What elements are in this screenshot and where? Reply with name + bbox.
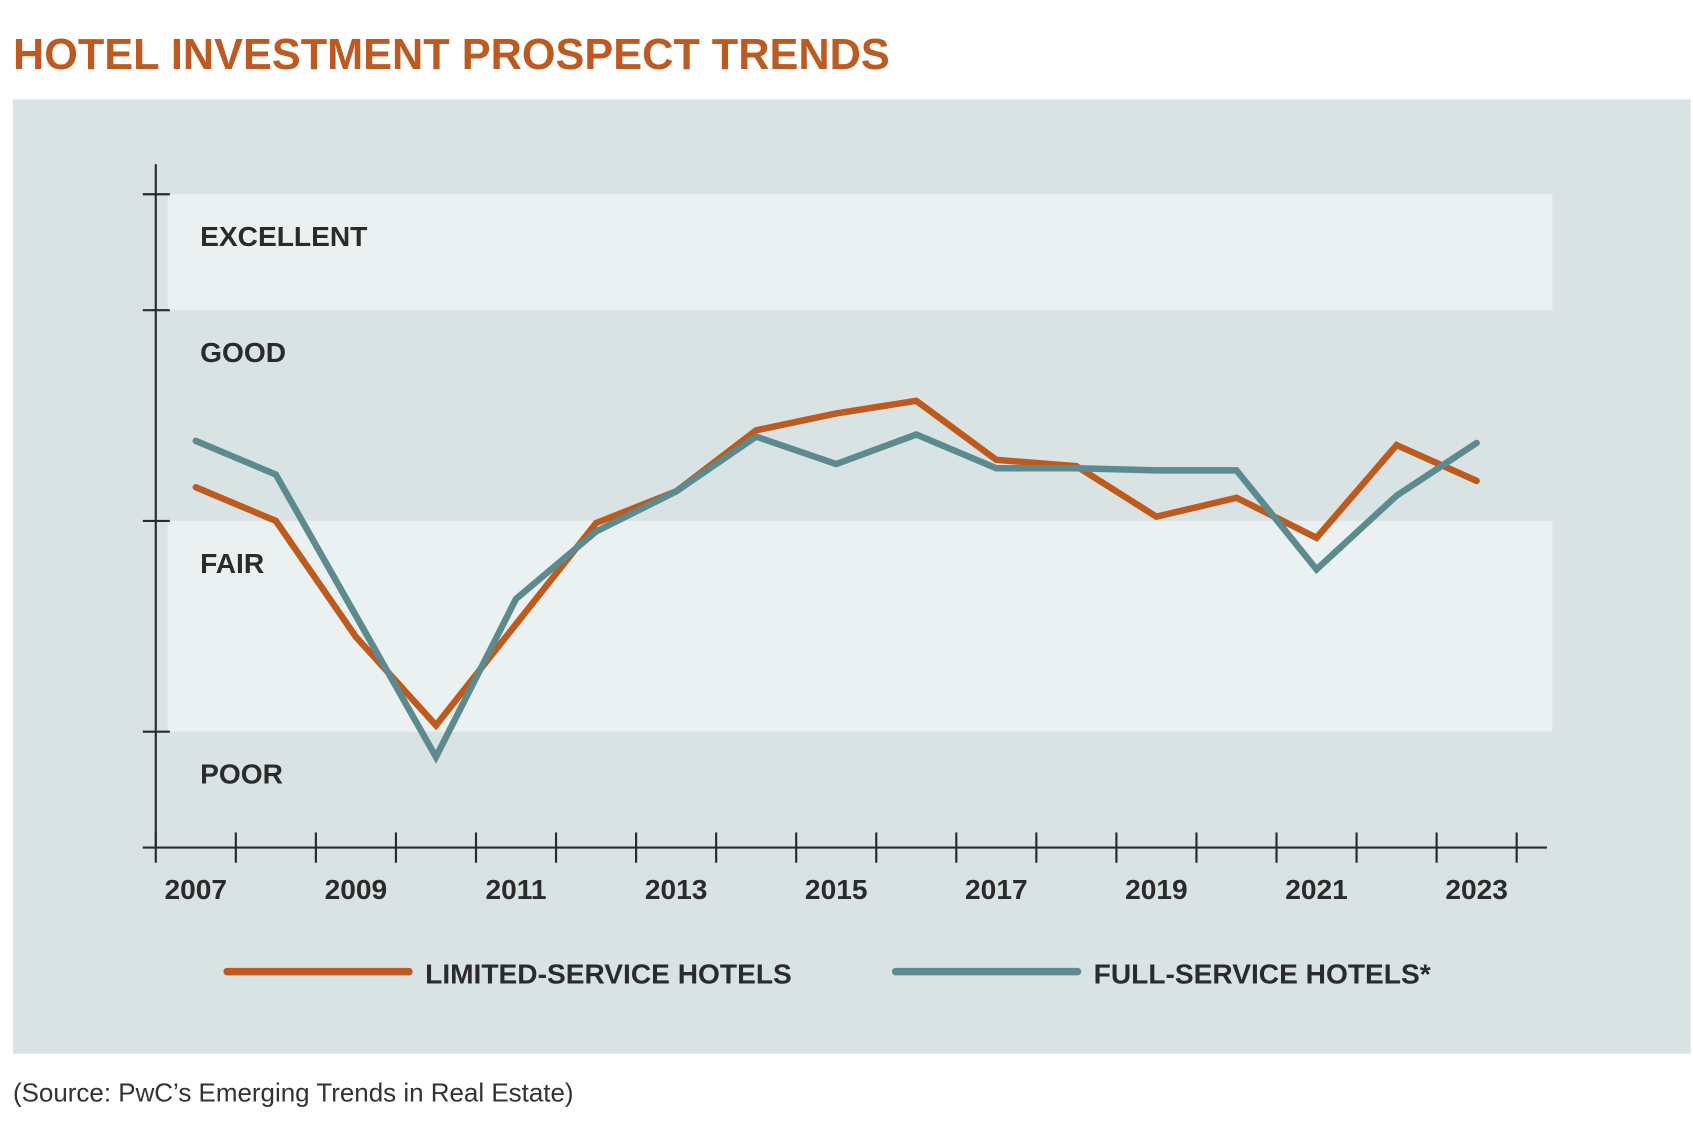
series-lines xyxy=(192,397,1480,764)
x-tick-label: 2011 xyxy=(486,874,547,905)
band-label-excellent: EXCELLENT xyxy=(200,221,367,252)
legend: LIMITED-SERVICE HOTELS FULL-SERVICE HOTE… xyxy=(223,959,1431,990)
legend-label-full: FULL-SERVICE HOTELS* xyxy=(1094,959,1431,990)
x-tick-label: 2023 xyxy=(1445,874,1508,905)
band-label-fair: FAIR xyxy=(200,548,264,579)
source-note: (Source: PwC’s Emerging Trends in Real E… xyxy=(13,1079,574,1107)
chart-title: HOTEL INVESTMENT PROSPECT TRENDS xyxy=(13,31,890,79)
band-label-poor: POOR xyxy=(200,759,283,790)
x-tick-label: 2019 xyxy=(1125,874,1188,905)
x-tick-label: 2017 xyxy=(965,874,1028,905)
x-tick-label: 2021 xyxy=(1285,874,1348,905)
axes: 2007 2009 2011 2013 2015 2017 2019 2021 2023 xyxy=(142,164,1547,905)
x-tick-label: 2007 xyxy=(165,874,228,905)
band-fair xyxy=(167,520,1553,732)
x-tick-label: 2009 xyxy=(325,874,388,905)
band-label-good: GOOD xyxy=(200,337,286,368)
legend-label-limited: LIMITED-SERVICE HOTELS xyxy=(425,959,792,990)
x-tick-label: 2015 xyxy=(805,874,868,905)
band-excellent xyxy=(167,194,1553,311)
x-tick-label: 2013 xyxy=(645,874,708,905)
